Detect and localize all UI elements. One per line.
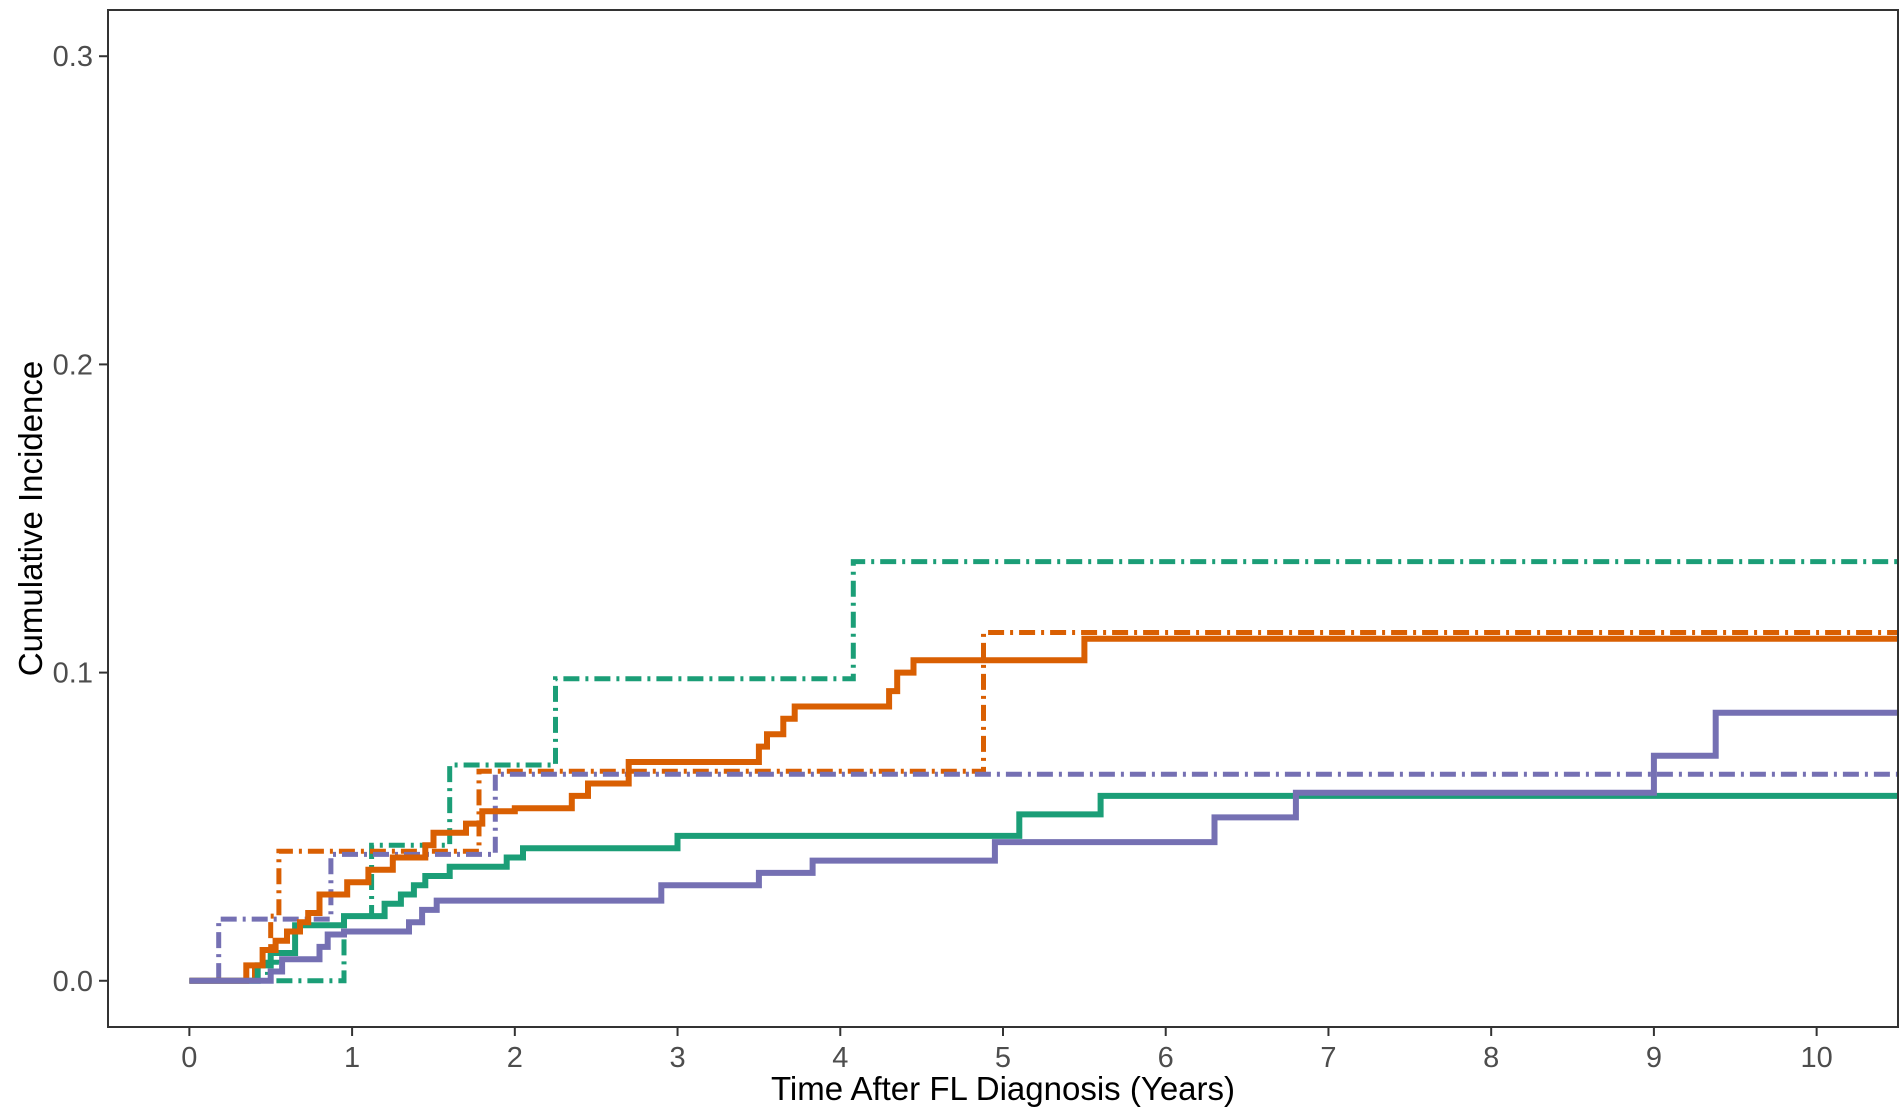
x-axis-title: Time After FL Diagnosis (Years)	[771, 1070, 1235, 1107]
series-line-6-dashdot	[189, 771, 1898, 984]
series-line-1-solid	[189, 792, 1898, 984]
x-tick-label: 2	[507, 1042, 523, 1074]
plot-panel-border	[107, 9, 1899, 1028]
y-axis-title: Cumulative Incidence	[12, 361, 49, 677]
x-tick-label: 7	[1320, 1042, 1336, 1074]
x-tick-label: 5	[995, 1042, 1011, 1074]
y-tick-label: 0.3	[53, 41, 93, 73]
x-tick-label: 8	[1483, 1042, 1499, 1074]
x-axis: 0 1 2 3 4 5 6 7 8 9 10	[181, 1027, 1833, 1074]
y-tick-label: 0.1	[53, 658, 93, 690]
series-line-2-solid	[189, 635, 1898, 984]
x-tick-label: 9	[1646, 1042, 1662, 1074]
x-tick-label: 1	[344, 1042, 360, 1074]
series-line-5-dashdot	[189, 630, 1898, 984]
y-tick-label: 0.2	[53, 349, 93, 381]
series-layer	[189, 559, 1898, 984]
x-tick-label: 3	[669, 1042, 685, 1074]
y-axis: 0.0 0.1 0.2 0.3	[53, 41, 108, 998]
x-tick-label: 6	[1158, 1042, 1174, 1074]
y-tick-label: 0.0	[53, 966, 93, 998]
series-line-3-solid	[189, 709, 1898, 984]
x-tick-label: 0	[181, 1042, 197, 1074]
x-tick-label: 4	[832, 1042, 848, 1074]
series-line-4-dashdot	[189, 559, 1898, 984]
x-tick-label: 10	[1801, 1042, 1833, 1074]
